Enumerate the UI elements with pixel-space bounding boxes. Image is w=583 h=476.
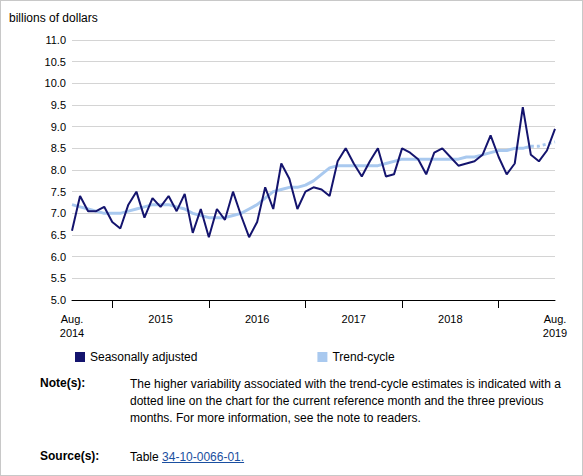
- svg-text:7.5: 7.5: [51, 186, 66, 198]
- svg-text:Aug.: Aug.: [544, 313, 567, 325]
- svg-text:7.0: 7.0: [51, 207, 66, 219]
- svg-text:Trend-cycle: Trend-cycle: [332, 350, 395, 364]
- svg-text:5.0: 5.0: [51, 294, 66, 306]
- svg-text:6.0: 6.0: [51, 251, 66, 263]
- html-text:Source(s):: Source(s):: [40, 449, 100, 463]
- svg-text:2019: 2019: [543, 327, 567, 339]
- svg-text:8.0: 8.0: [51, 164, 66, 176]
- html-text:The higher variability associa: The higher variability associated with t…: [130, 377, 561, 425]
- svg-text:2017: 2017: [342, 313, 366, 325]
- svg-text:6.5: 6.5: [51, 229, 66, 241]
- svg-text:Seasonally adjusted: Seasonally adjusted: [90, 350, 197, 364]
- svg-text:11.0: 11.0: [45, 34, 66, 46]
- svg-text:billions of dollars: billions of dollars: [9, 11, 98, 25]
- svg-text:Aug.: Aug.: [61, 313, 84, 325]
- svg-text:2018: 2018: [438, 313, 462, 325]
- svg-text:9.5: 9.5: [51, 99, 66, 111]
- html-text:Note(s):: Note(s):: [40, 376, 86, 390]
- svg-text:9.0: 9.0: [51, 121, 66, 133]
- svg-text:10.0: 10.0: [45, 77, 66, 89]
- svg-text:2015: 2015: [148, 313, 172, 325]
- svg-text:10.5: 10.5: [45, 56, 66, 68]
- svg-text:5.5: 5.5: [51, 272, 66, 284]
- svg-text:2014: 2014: [60, 327, 84, 339]
- html-text:Table 34-10-0066-01.: Table 34-10-0066-01.: [130, 450, 245, 464]
- svg-text:8.5: 8.5: [51, 142, 66, 154]
- svg-text:2016: 2016: [245, 313, 269, 325]
